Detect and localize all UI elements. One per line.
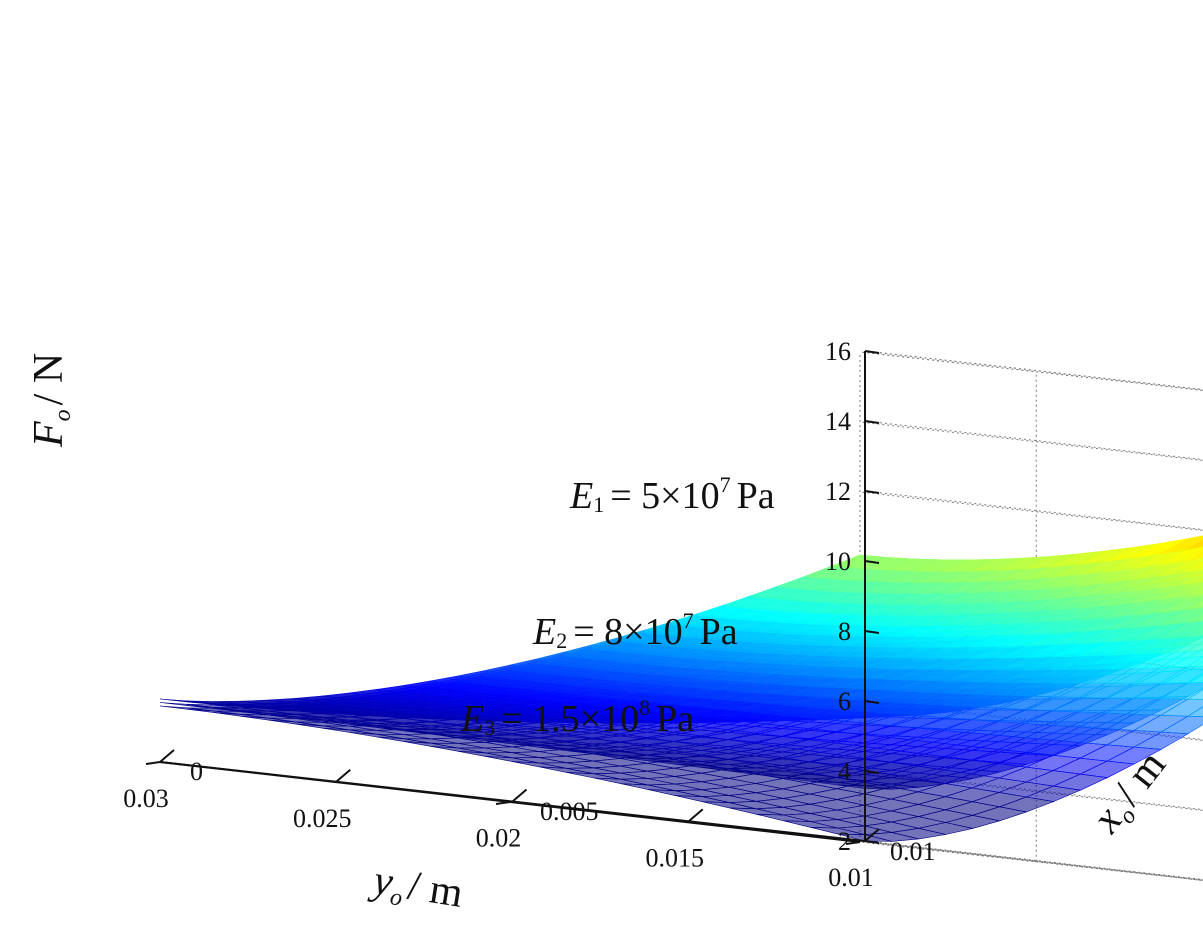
z-tick	[864, 560, 880, 564]
y-axis-label: yo/ m	[366, 857, 466, 921]
z-tick	[864, 490, 880, 494]
box-edge	[864, 350, 1203, 391]
y-axis-unit: / m	[405, 863, 467, 917]
x-tick	[495, 801, 511, 805]
z-tick-label: 12	[825, 477, 851, 506]
z-tick-label: 10	[825, 547, 851, 576]
series-label-e2: E2 = 8×107 Pa	[532, 608, 738, 653]
y-tick	[688, 808, 704, 823]
axes-layer: 2 4 6 8 10 12 14 16 0.03 0.025 0.02 0.015 0.01 0 0.005…	[123, 337, 935, 892]
surface-cell	[832, 554, 888, 569]
z-tick-label: 6	[838, 687, 851, 716]
x-tick-label: 0	[190, 757, 203, 786]
x-tick	[845, 841, 861, 845]
gridline-z	[864, 420, 1203, 461]
gridline-z	[859, 351, 1203, 391]
z-tick-label: 2	[838, 827, 851, 856]
y-tick-label: 0.025	[293, 804, 352, 833]
z-tick	[864, 700, 880, 704]
z-axis-label: Fo/ N	[26, 353, 76, 448]
box-edge	[859, 351, 1203, 391]
y-tick-label: 0.02	[476, 824, 522, 853]
z-tick-label: 8	[838, 617, 851, 646]
z-tick	[864, 350, 880, 354]
y-tick-label: 0.015	[646, 843, 705, 872]
x-tick-label: 0.005	[540, 797, 599, 826]
series-label-e3: E3 = 1.5×108 Pa	[460, 695, 694, 740]
z-tick	[864, 770, 880, 774]
y-tick-label: 0.01	[828, 863, 874, 892]
gridline-z	[859, 421, 1203, 461]
series-label-e1: E1 = 5×107 Pa	[569, 472, 775, 517]
gridline-z	[864, 350, 1203, 391]
z-tick	[864, 420, 880, 424]
z-tick-label: 14	[825, 407, 851, 436]
gridline-z	[859, 491, 1203, 531]
x-tick	[145, 761, 161, 765]
surface-e3	[159, 535, 1203, 842]
x-tick-label: 0.01	[890, 837, 936, 866]
y-tick	[159, 749, 175, 763]
z-tick-label: 16	[825, 337, 851, 366]
y-tick	[511, 788, 528, 803]
surface-layer	[159, 535, 1203, 842]
y-tick	[335, 768, 351, 783]
y-tick-label: 0.03	[123, 784, 169, 813]
z-tick	[864, 840, 880, 844]
y-tick	[864, 828, 880, 842]
z-axis-unit: / N	[26, 353, 72, 406]
z-tick-label: 4	[838, 757, 851, 786]
z-tick	[864, 630, 880, 634]
